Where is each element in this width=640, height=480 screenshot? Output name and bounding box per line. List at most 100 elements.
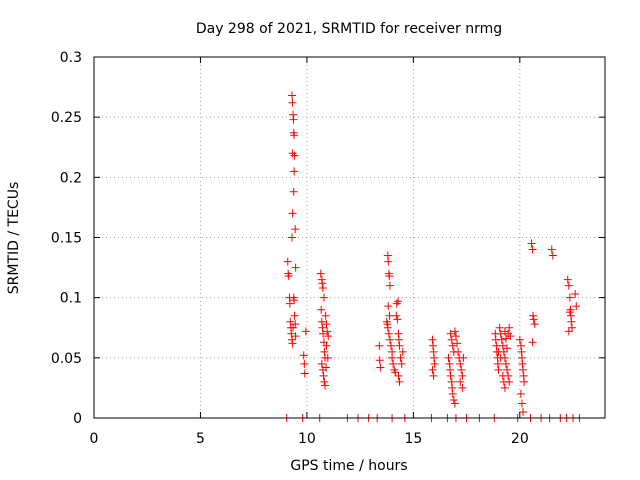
data-point [393,315,402,324]
data-point [517,399,526,408]
axis-ticks: 0 0.05 0.1 0.15 0.2 0.25 0.3 0 5 10 15 20 [51,50,605,447]
data-point [496,329,505,338]
x-tick-label: 0 [90,431,99,447]
data-point [394,297,403,306]
data-point [547,245,556,254]
data-point [446,329,455,338]
data-point [289,115,298,124]
data-point [322,363,331,372]
data-point [446,371,455,380]
data-point [428,365,437,374]
data-point [389,359,398,368]
data-point [567,323,576,332]
data-point [529,315,538,324]
data-point [322,341,331,350]
data-point [320,377,329,386]
x-axis-label: GPS time / hours [290,458,407,474]
data-point [548,251,557,260]
data-point [501,359,510,368]
x-tick-label: 20 [511,431,529,447]
data-point [300,369,309,378]
data-point [520,377,529,386]
data-point [391,368,400,377]
data-point [288,233,297,242]
data-point [519,407,528,416]
data-point [518,359,527,368]
data-point [458,371,467,380]
data-point [528,245,537,254]
data-point [284,272,293,281]
data-point [291,320,300,329]
data-point [516,389,525,398]
data-point [503,344,512,353]
data-point [291,225,300,234]
data-point [429,371,438,380]
data-point [457,365,466,374]
data-point [528,338,537,347]
data-point [318,323,327,332]
data-point [388,353,397,362]
data-point [392,311,401,320]
data-point [516,341,525,350]
data-point [283,257,292,266]
data-point [301,327,310,336]
data-point [290,131,299,140]
data-point [290,311,299,320]
data-point [567,317,576,326]
data-point [285,299,294,308]
data-point [384,257,393,266]
data-points [282,91,584,422]
data-point [395,377,404,386]
data-point [385,311,394,320]
data-point [394,371,403,380]
data-point [527,239,536,248]
data-point [288,98,297,107]
y-tick-label: 0 [73,411,82,427]
data-point [290,296,299,305]
data-point [375,356,384,365]
y-tick-label: 0.3 [60,50,82,66]
data-point [505,377,514,386]
x-tick-label: 5 [196,431,205,447]
data-point [503,365,512,374]
data-point [572,302,581,311]
data-point [323,353,332,362]
data-point [321,311,330,320]
data-point [506,332,515,341]
data-point [287,329,296,338]
data-point [288,91,297,100]
data-point [458,383,467,392]
data-point [500,327,509,336]
y-tick-label: 0.25 [51,110,82,126]
data-point [319,371,328,380]
data-point [387,341,396,350]
data-point [430,359,439,368]
data-point [397,359,406,368]
data-point [450,399,459,408]
data-point [505,323,514,332]
data-point [291,332,300,341]
data-point [396,353,405,362]
data-point [398,347,407,356]
y-tick-label: 0.2 [60,170,82,186]
data-point [504,371,513,380]
y-tick-label: 0.1 [60,291,82,307]
data-point [447,335,456,344]
data-point [317,317,326,326]
data-point [288,209,297,218]
data-point [290,167,299,176]
data-point [300,359,309,368]
data-point [323,327,332,336]
data-point [519,365,528,374]
data-point [321,381,330,390]
data-point [289,323,298,332]
data-point [565,293,574,302]
data-point [564,327,573,336]
data-point [565,308,574,317]
x-tick-label: 10 [298,431,316,447]
data-point [448,383,457,392]
data-point [385,281,394,290]
data-point [286,317,295,326]
